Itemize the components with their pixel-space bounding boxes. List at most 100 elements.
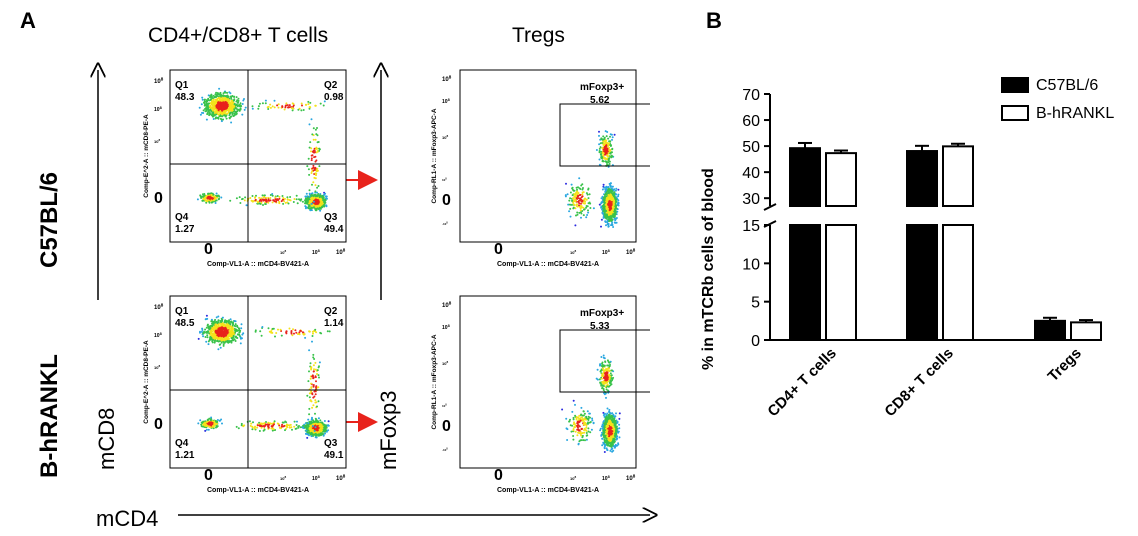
y-tick-label: 108: [154, 364, 160, 370]
gate-rectangle: [559, 329, 650, 393]
quadrant-value: 48.3: [175, 92, 195, 103]
gate-rectangle: [559, 103, 650, 167]
y-tick-label: 108: [442, 360, 448, 366]
legend-swatch: [1001, 77, 1029, 93]
gate-name: mFoxp3+: [580, 308, 624, 319]
quadrant-name: Q1: [175, 80, 189, 91]
x-tick-label: 108: [570, 249, 576, 255]
y-tick-label: 60: [742, 113, 760, 130]
quadrant-name: Q2: [324, 80, 338, 91]
y-tick-label: 15: [742, 218, 760, 235]
y-tick-label: 08: [442, 192, 451, 209]
plot-frame: [169, 295, 347, 469]
y-tick-label: 108: [442, 98, 450, 105]
y-tick-label: 108: [442, 74, 452, 83]
x-tick-label: 108: [570, 475, 576, 481]
bar: [789, 224, 821, 341]
x-tick-label: 108: [336, 247, 346, 256]
flow-plot-2: 08108108108Comp-VL1-A :: mCD4-BV421-A108…: [431, 69, 650, 268]
y-axis-label: Comp-E^2-A :: mCD8-PE-A: [142, 340, 150, 424]
quadrant-value: 1.27: [175, 224, 195, 235]
gate-value: 5.62: [590, 95, 610, 106]
x-axis-label: Comp-VL1-A :: mCD4-BV421-A: [207, 487, 309, 494]
y-axis-label: Comp-RL1-A :: mFoxp3-APC-A: [431, 108, 438, 203]
quadrant-value: 0.98: [324, 92, 344, 103]
bar-chart: 0 5 10 15 30 40 50 60 70 CD4+ T cells CD8+ T cells…: [742, 77, 1114, 420]
y-tick-label: 108: [442, 300, 452, 309]
x-tick-label: 08: [494, 467, 503, 484]
x-tick-label: 08: [204, 467, 213, 484]
x-tick-label: CD8+ T cells: [881, 345, 956, 420]
y-tick-label: 108: [154, 332, 162, 339]
flow-plot-4: 08108108108Comp-VL1-A :: mCD4-BV421-A108…: [431, 295, 650, 494]
y-tick-label: -108: [442, 222, 448, 226]
x-axis-label: Comp-VL1-A :: mCD4-BV421-A: [497, 261, 599, 268]
quadrant-name: Q1: [175, 306, 189, 317]
y-tick-label: 08: [154, 190, 163, 207]
y-axis-label: Comp-E^2-A :: mCD8-PE-A: [142, 114, 150, 198]
x-tick-label: CD4+ T cells: [764, 345, 839, 420]
panel-a-letter: A: [20, 8, 36, 33]
legend-label: B-hRANKL: [1036, 105, 1114, 122]
x-tick-label: 108: [280, 475, 286, 481]
quadrant-value: 1.14: [324, 318, 344, 329]
flow-plot-3: 08108108108Comp-VL1-A :: mCD4-BV421-A108…: [142, 295, 347, 494]
bar: [942, 224, 974, 341]
quadrant-name: Q3: [324, 212, 338, 223]
y-tick-label: 5: [751, 295, 760, 312]
bar: [1034, 319, 1066, 342]
x-axis-name-mcd4: mCD4: [96, 506, 159, 531]
bar: [825, 224, 857, 341]
y-tick-label: -108: [442, 448, 448, 452]
gate-value: 5.33: [590, 321, 610, 332]
panel-b-letter: B: [706, 8, 722, 33]
flow-plot-1: 08108108108Comp-VL1-A :: mCD4-BV421-A108…: [142, 69, 347, 268]
x-tick-label: 108: [626, 473, 636, 482]
y-tick-label: 30: [742, 191, 760, 208]
y-tick-label: 50: [742, 139, 760, 156]
y-tick-label: 108: [442, 324, 450, 331]
y-axis-label: Comp-RL1-A :: mFoxp3-APC-A: [431, 334, 438, 429]
gate-name: mFoxp3+: [580, 82, 624, 93]
y-tick-label: 108: [154, 76, 164, 85]
quadrant-name: Q3: [324, 438, 338, 449]
x-axis-label: Comp-VL1-A :: mCD4-BV421-A: [497, 487, 599, 494]
column-header-cd4-cd8: CD4+/CD8+ T cells: [148, 24, 329, 47]
x-tick-label: 108: [312, 249, 320, 256]
x-axis-label: Comp-VL1-A :: mCD4-BV421-A: [207, 261, 309, 268]
legend-label: C57BL/6: [1036, 77, 1098, 94]
y-tick-label: 108: [154, 138, 160, 144]
x-tick-label: 08: [494, 241, 503, 258]
scatter-points: [561, 354, 621, 453]
y-tick-label: 08: [442, 418, 451, 435]
y-tick-label: 108: [442, 178, 447, 182]
bar: [825, 152, 857, 207]
quadrant-value: 49.1: [324, 450, 344, 461]
y-tick-label: 0: [751, 333, 760, 350]
y-tick-label: 10: [742, 256, 760, 273]
y-tick-label: 70: [742, 87, 760, 104]
y-tick-label: 108: [154, 106, 162, 113]
x-tick-label: 108: [602, 249, 610, 256]
quadrant-name: Q4: [175, 438, 189, 449]
x-tick-label: 08: [204, 241, 213, 258]
y-tick-label: 108: [442, 134, 448, 140]
bar: [789, 147, 821, 207]
scatter-points: [196, 87, 328, 212]
bar: [906, 224, 938, 341]
quadrant-value: 49.4: [324, 224, 344, 235]
x-tick-label: 108: [336, 473, 346, 482]
scatter-points: [197, 314, 331, 439]
x-tick-label: 108: [280, 249, 286, 255]
scatter-points: [564, 130, 620, 228]
x-tick-label: 108: [312, 475, 320, 482]
bar: [906, 150, 938, 208]
quadrant-name: Q2: [324, 306, 338, 317]
quadrant-value: 48.5: [175, 318, 195, 329]
chart-y-axis-label: % in mTCRb cells of blood: [700, 168, 717, 370]
y-tick-label: 40: [742, 165, 760, 182]
quadrant-value: 1.21: [175, 450, 195, 461]
x-tick-label: 108: [602, 475, 610, 482]
legend-swatch: [1001, 105, 1029, 121]
y-tick-label: 108: [154, 302, 164, 311]
